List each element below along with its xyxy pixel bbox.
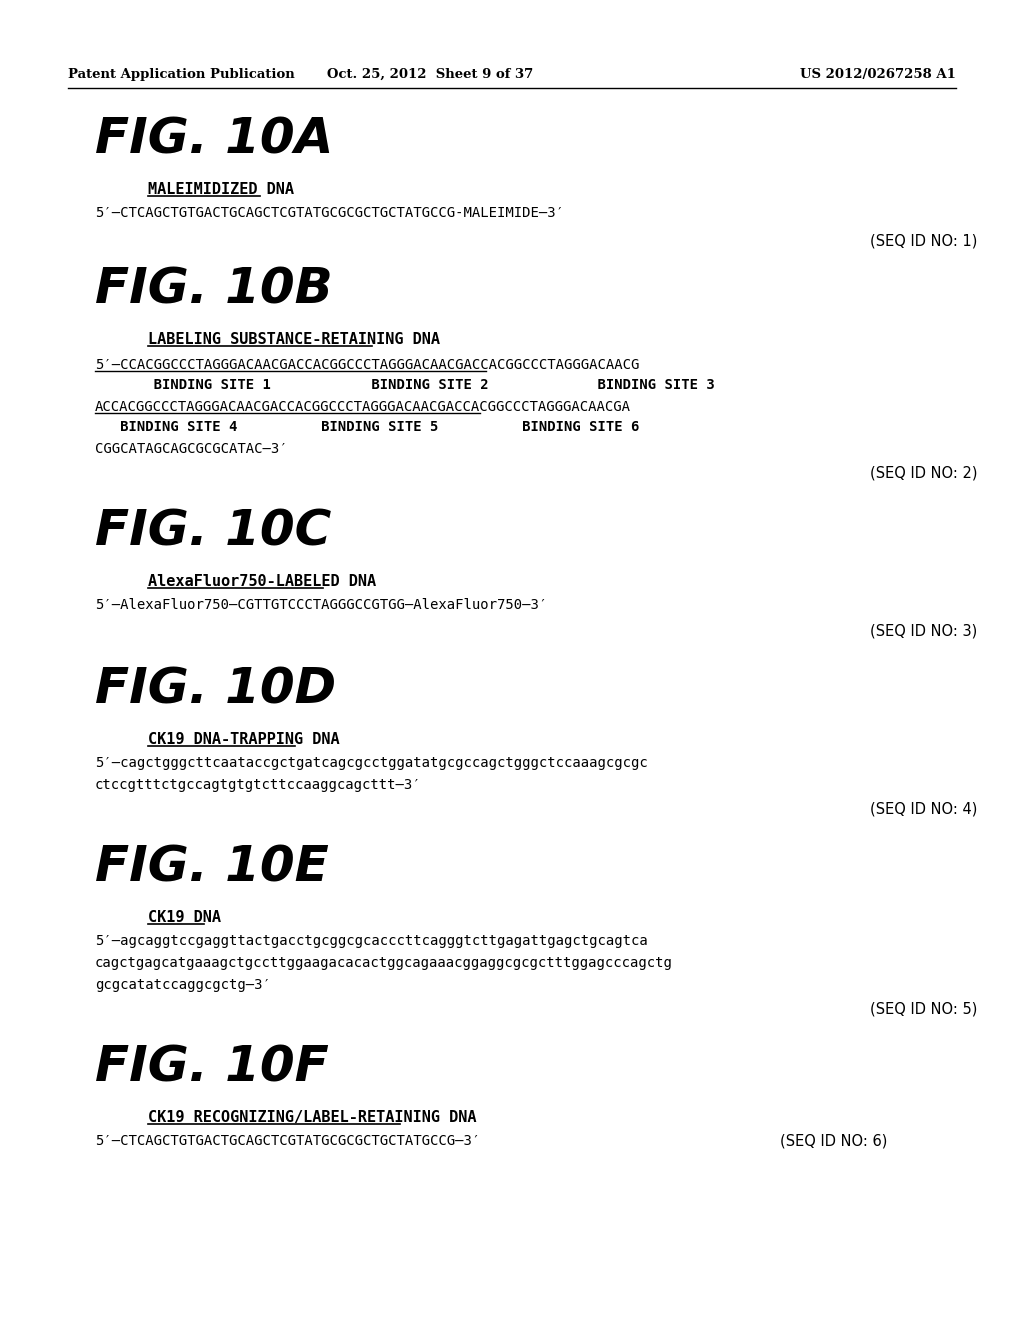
Text: US 2012/0267258 A1: US 2012/0267258 A1 [800, 69, 956, 81]
Text: BINDING SITE 4          BINDING SITE 5          BINDING SITE 6: BINDING SITE 4 BINDING SITE 5 BINDING SI… [95, 420, 639, 434]
Text: BINDING SITE 1            BINDING SITE 2             BINDING SITE 3: BINDING SITE 1 BINDING SITE 2 BINDING SI… [95, 378, 715, 392]
Text: Oct. 25, 2012  Sheet 9 of 37: Oct. 25, 2012 Sheet 9 of 37 [327, 69, 534, 81]
Text: FIG. 10F: FIG. 10F [95, 1044, 329, 1092]
Text: gcgcatatccaggcgctg–3′: gcgcatatccaggcgctg–3′ [95, 978, 271, 993]
Text: 5′–AlexaFluor750–CGTTGTCCCTAGGGCCGTGG–AlexaFluor750–3′: 5′–AlexaFluor750–CGTTGTCCCTAGGGCCGTGG–Al… [95, 598, 547, 612]
Text: FIG. 10C: FIG. 10C [95, 508, 332, 556]
Text: FIG. 10B: FIG. 10B [95, 265, 333, 313]
Text: 5′–agcaggtccgaggttactgacctgcggcgcacccttcagggtcttgagattgagctgcagtca: 5′–agcaggtccgaggttactgacctgcggcgcacccttc… [95, 935, 648, 948]
Text: (SEQ ID NO: 6): (SEQ ID NO: 6) [780, 1134, 888, 1148]
Text: Patent Application Publication: Patent Application Publication [68, 69, 295, 81]
Text: 5′–cagctgggcttcaataccgctgatcagcgcctggatatgcgccagctgggctccaaagcgcgc: 5′–cagctgggcttcaataccgctgatcagcgcctggata… [95, 756, 648, 770]
Text: CK19 DNA: CK19 DNA [148, 909, 221, 925]
Text: ctccgtttctgccagtgtgtcttccaaggcagcttt–3′: ctccgtttctgccagtgtgtcttccaaggcagcttt–3′ [95, 777, 422, 792]
Text: ACCACGGCCCTAGGGACAACGACCACGGCCCTAGGGACAACGACCACGGCCCTAGGGACAACGA: ACCACGGCCCTAGGGACAACGACCACGGCCCTAGGGACAA… [95, 400, 631, 414]
Text: (SEQ ID NO: 4): (SEQ ID NO: 4) [870, 803, 977, 817]
Text: LABELING SUBSTANCE-RETAINING DNA: LABELING SUBSTANCE-RETAINING DNA [148, 333, 440, 347]
Text: (SEQ ID NO: 1): (SEQ ID NO: 1) [870, 234, 977, 248]
Text: (SEQ ID NO: 3): (SEQ ID NO: 3) [870, 624, 977, 639]
Text: CGGCATAGCAGCGCGCATAC–3′: CGGCATAGCAGCGCGCATAC–3′ [95, 442, 288, 455]
Text: MALEIMIDIZED DNA: MALEIMIDIZED DNA [148, 182, 294, 197]
Text: 5′–CTCAGCTGTGACTGCAGCTCGTATGCGCGCTGCTATGCCG-MALEIMIDE–3′: 5′–CTCAGCTGTGACTGCAGCTCGTATGCGCGCTGCTATG… [95, 206, 564, 220]
Text: (SEQ ID NO: 2): (SEQ ID NO: 2) [870, 466, 978, 480]
Text: cagctgagcatgaaagctgccttggaagacacactggcagaaacggaggcgcgctttggagcccagctg: cagctgagcatgaaagctgccttggaagacacactggcag… [95, 956, 673, 970]
Text: FIG. 10A: FIG. 10A [95, 115, 334, 162]
Text: CK19 DNA-TRAPPING DNA: CK19 DNA-TRAPPING DNA [148, 733, 340, 747]
Text: AlexaFluor750-LABELED DNA: AlexaFluor750-LABELED DNA [148, 574, 376, 589]
Text: 5′–CTCAGCTGTGACTGCAGCTCGTATGCGCGCTGCTATGCCG–3′: 5′–CTCAGCTGTGACTGCAGCTCGTATGCGCGCTGCTATG… [95, 1134, 480, 1148]
Text: FIG. 10D: FIG. 10D [95, 667, 336, 714]
Text: (SEQ ID NO: 5): (SEQ ID NO: 5) [870, 1002, 977, 1016]
Text: CK19 RECOGNIZING/LABEL-RETAINING DNA: CK19 RECOGNIZING/LABEL-RETAINING DNA [148, 1110, 476, 1125]
Text: FIG. 10E: FIG. 10E [95, 843, 329, 892]
Text: 5′–CCACGGCCCTAGGGACAACGACCACGGCCCTAGGGACAACGACCACGGCCCTAGGGACAACG: 5′–CCACGGCCCTAGGGACAACGACCACGGCCCTAGGGAC… [95, 358, 639, 372]
